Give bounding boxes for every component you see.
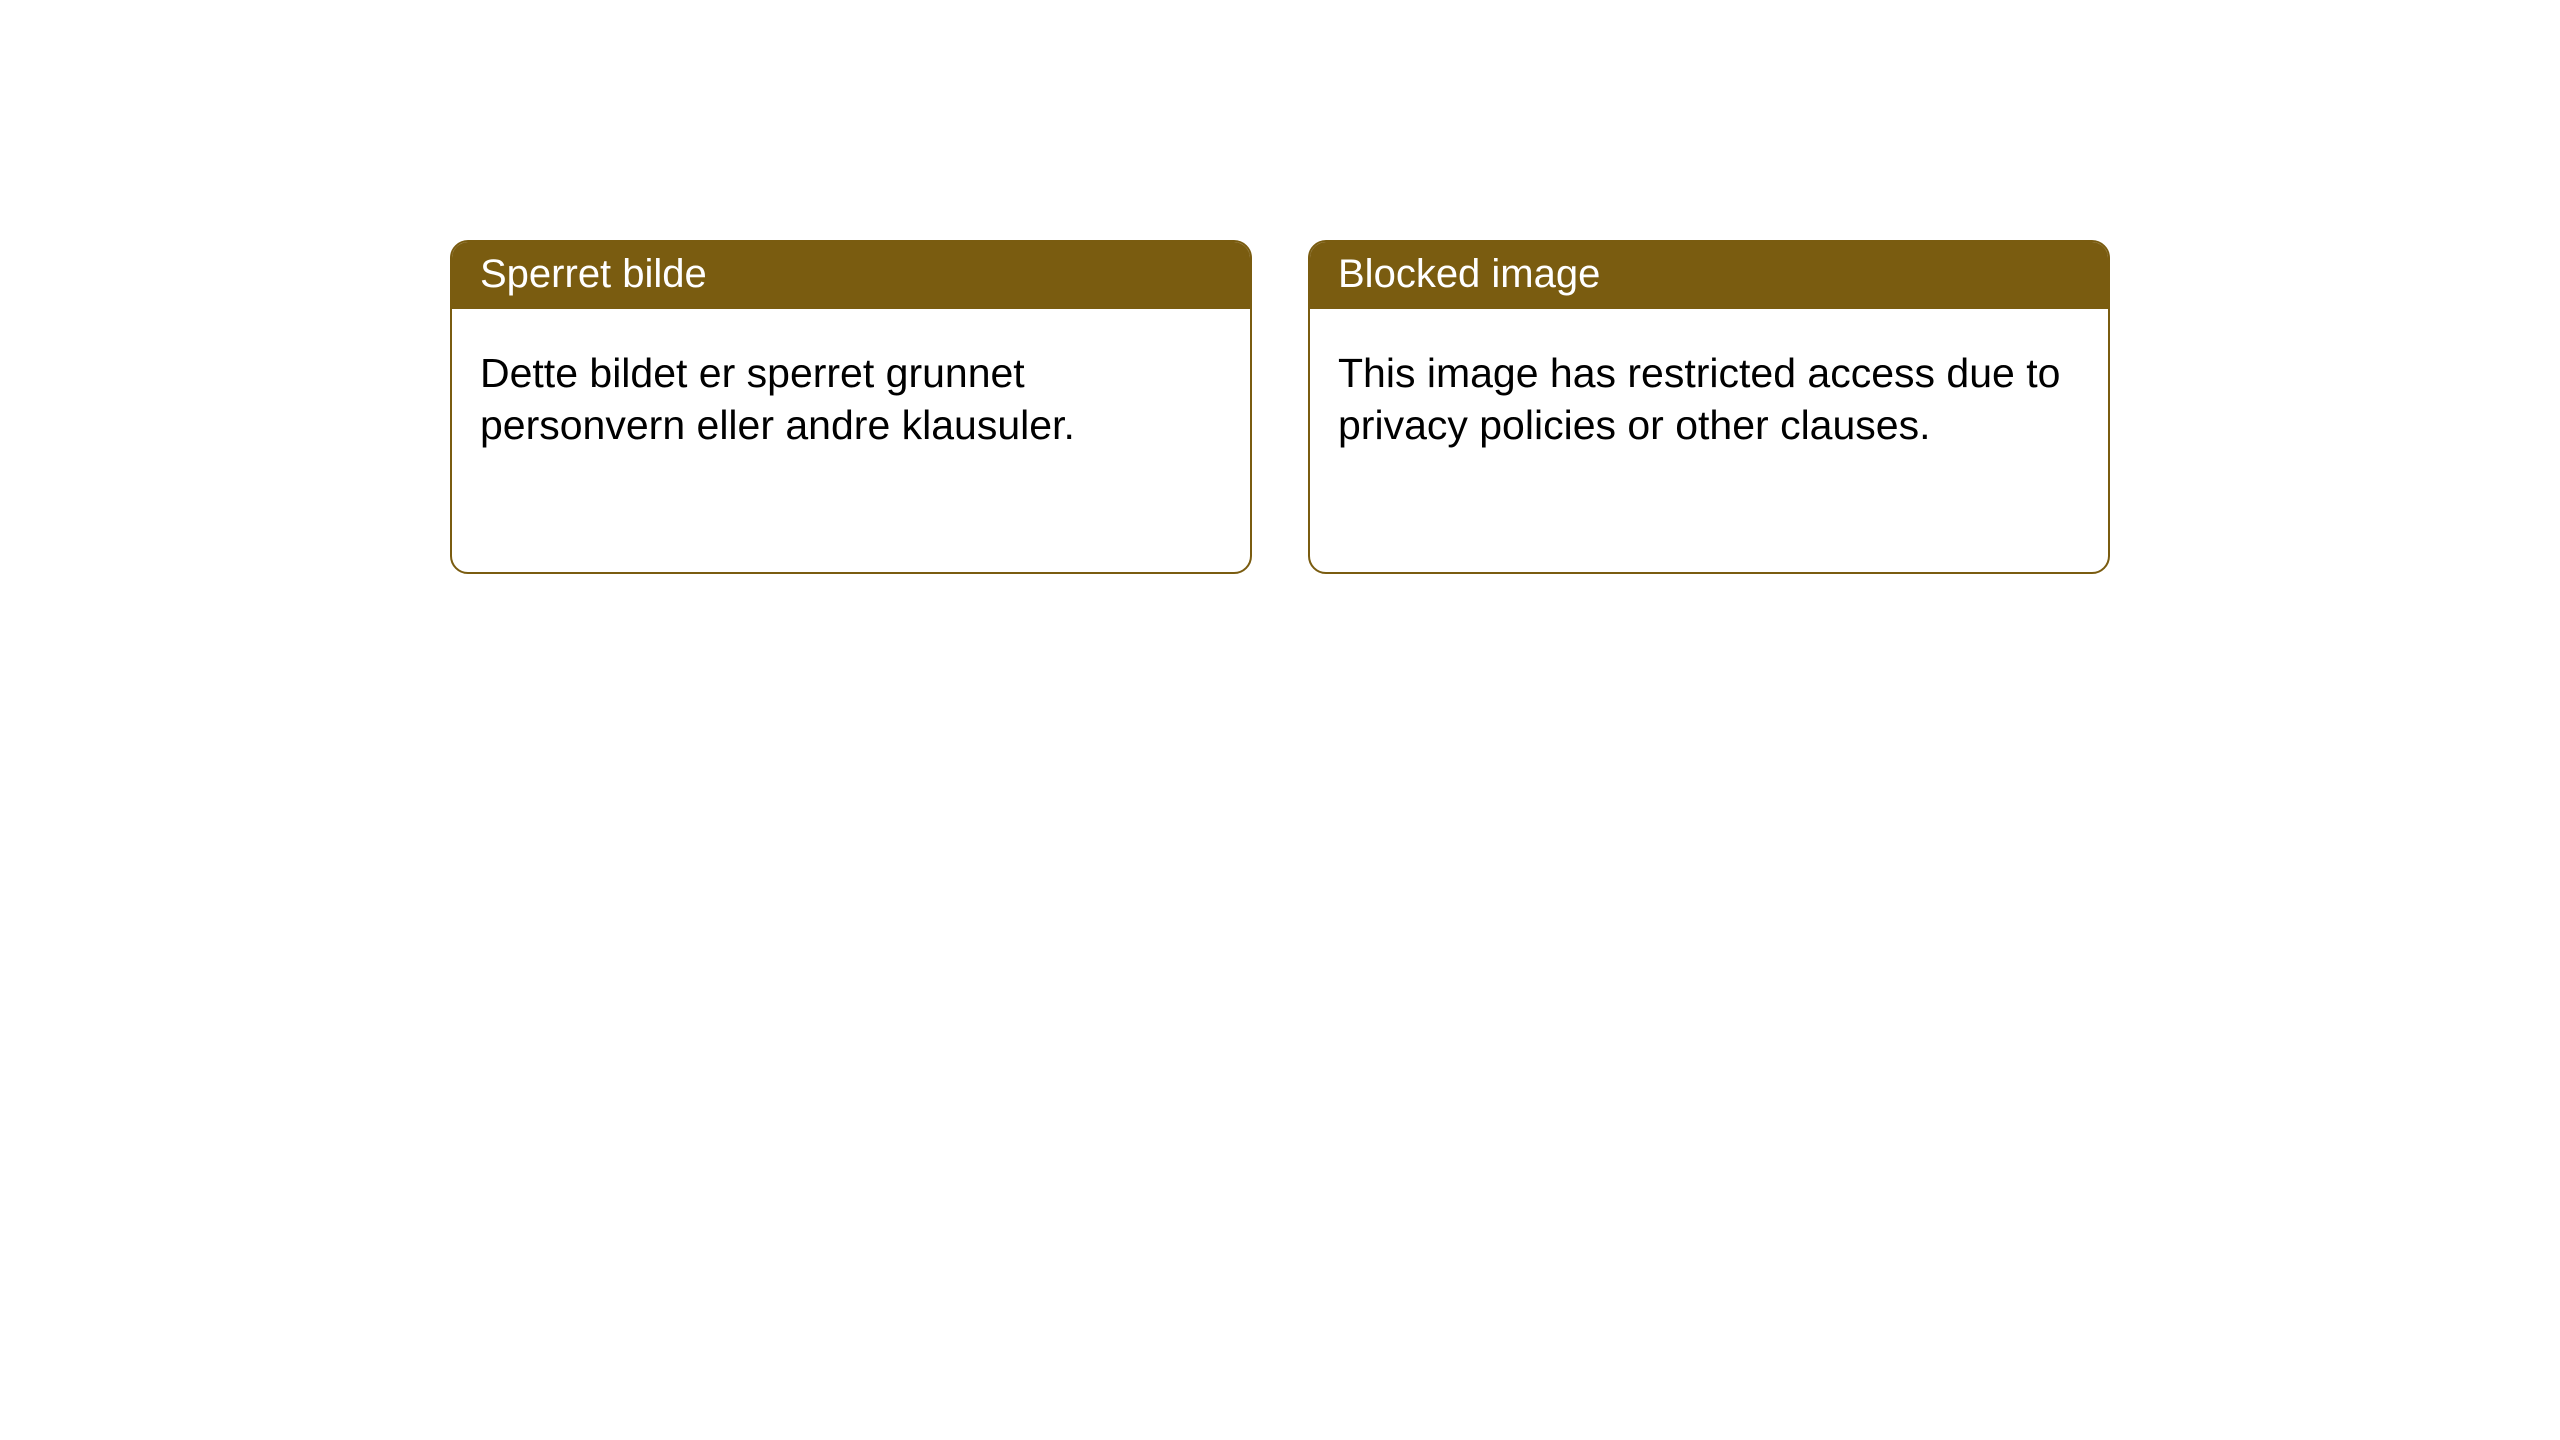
card-body-text: Dette bildet er sperret grunnet personve…: [452, 309, 1250, 490]
card-title: Sperret bilde: [452, 242, 1250, 309]
notice-card-english: Blocked image This image has restricted …: [1308, 240, 2110, 574]
card-title: Blocked image: [1310, 242, 2108, 309]
card-body-text: This image has restricted access due to …: [1310, 309, 2108, 490]
notice-cards-container: Sperret bilde Dette bildet er sperret gr…: [0, 0, 2560, 574]
notice-card-norwegian: Sperret bilde Dette bildet er sperret gr…: [450, 240, 1252, 574]
